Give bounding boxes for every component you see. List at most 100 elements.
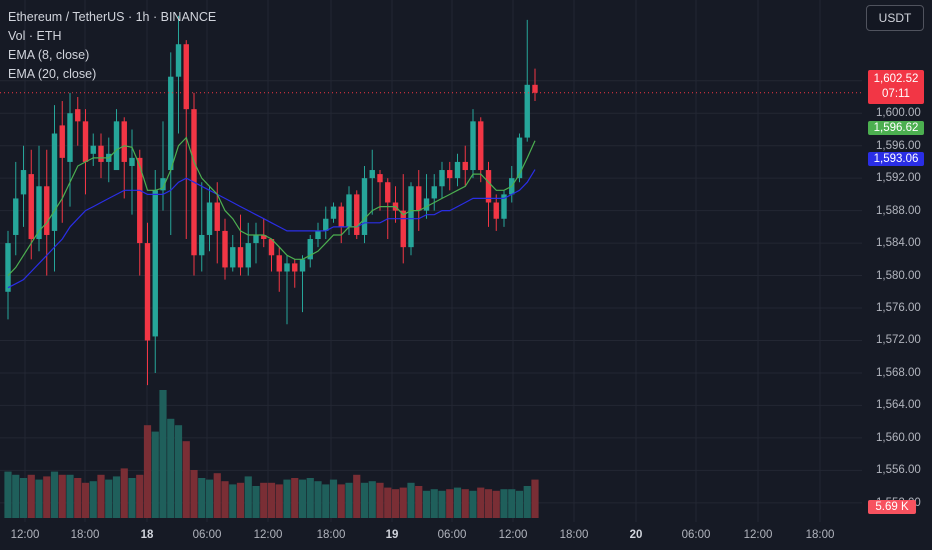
volume-bar [531,479,539,518]
volume-bar [438,490,446,518]
ema20-polyline [7,169,536,289]
candle-body [245,243,251,268]
time-tick-label: 18:00 [805,529,835,541]
volume-bar [329,479,338,518]
price-tick-label: 1,572.00 [876,334,921,347]
volume-bar [213,473,221,518]
volume-bar [27,474,35,518]
candle-body [462,161,468,171]
price-tick-label: 1,560.00 [876,431,921,444]
volume-bar [19,478,28,518]
time-tick-label: 12:00 [253,529,283,541]
price-tick-label: 1,588.00 [876,204,921,217]
volume-bar [415,486,423,518]
candle-body [129,157,135,166]
candle-body [44,186,50,235]
volume-bar [508,489,516,518]
price-tick-label: 1,576.00 [876,302,921,315]
candle-body [431,186,437,199]
time-tick-label: 12:00 [10,529,40,541]
price-tick-label: 1,584.00 [876,237,921,250]
volume-bars [4,390,539,518]
currency-button[interactable]: USDT [866,5,924,31]
candle-body [400,210,406,248]
volume-bar [252,486,260,518]
time-tick-label: 18:00 [316,529,346,541]
last-price-tag: 1,602.52 07:11 [868,70,924,104]
candle-body [323,218,329,231]
time-tick-label: 18:00 [70,529,100,541]
candle-body [439,170,445,187]
time-tick-label: 19 [385,529,399,541]
volume-bar [492,490,500,518]
volume-bar [461,489,469,518]
candle-body [292,263,298,272]
candle-body [90,145,96,154]
candle-body [299,259,306,272]
volume-bar [4,471,12,518]
candle-body [152,190,158,337]
volume-bar [190,470,198,518]
volume-bar [322,484,330,518]
candle-body [478,121,484,171]
time-tick-label: 06:00 [681,529,711,541]
volume-bar [174,425,183,518]
volume-bar [97,474,105,518]
candle-body [493,202,499,219]
candle-body [524,84,530,138]
volume-bar [500,489,508,518]
volume-bar [182,441,190,518]
volume-bar [515,490,524,518]
volume-bar [105,479,113,518]
volume-bar [151,431,159,518]
price-tick-label: 1,580.00 [876,269,921,282]
volume-bar [81,482,90,518]
ema20-legend[interactable]: EMA (20, close) [8,67,97,81]
price-tick-label: 1,592.00 [876,172,921,185]
volume-bar [229,484,237,518]
candle-body [346,194,352,227]
candle-body [160,178,166,191]
volume-bar [337,484,345,518]
volume-bar [66,474,74,518]
volume-bar [345,482,353,518]
volume-bar [298,479,307,518]
volume-bar [236,482,245,518]
volume-value-tag: 5.69 K [868,500,916,514]
candle-body [237,247,244,268]
candle-body [214,202,220,231]
candle-body [361,178,368,235]
candle-body [307,239,313,260]
volume-bar [453,487,462,518]
volume-bar [50,471,59,518]
candle-body [485,170,492,203]
volume-legend[interactable]: Vol · ETH [8,29,62,43]
volume-bar [469,490,477,518]
volume-bar [112,476,121,518]
symbol-title[interactable]: Ethereum / TetherUS · 1h · BINANCE [8,10,217,24]
volume-bar [198,478,206,518]
volume-bar [275,484,283,518]
ema8-legend[interactable]: EMA (8, close) [8,48,90,62]
price-tick-label: 1,596.00 [876,139,921,152]
time-tick-label: 06:00 [437,529,467,541]
candle-body [385,182,391,203]
candle-body [199,234,205,256]
price-tick-label: 1,564.00 [876,399,921,412]
price-tick-label: 1,568.00 [876,366,921,379]
candle-body [253,234,259,244]
candle-body [13,198,19,235]
volume-bar [353,474,361,518]
ema8-price-tag: 1,596.62 [868,121,924,135]
candle-body [137,157,143,244]
candle-body [121,121,127,162]
candle-body [175,44,182,77]
candle-body [59,125,65,158]
candle-body [423,198,430,211]
candle-body [168,76,174,171]
volume-bar [422,490,431,518]
volume-bar [143,425,152,518]
volume-bar [267,482,276,518]
volume-bar [159,390,167,518]
